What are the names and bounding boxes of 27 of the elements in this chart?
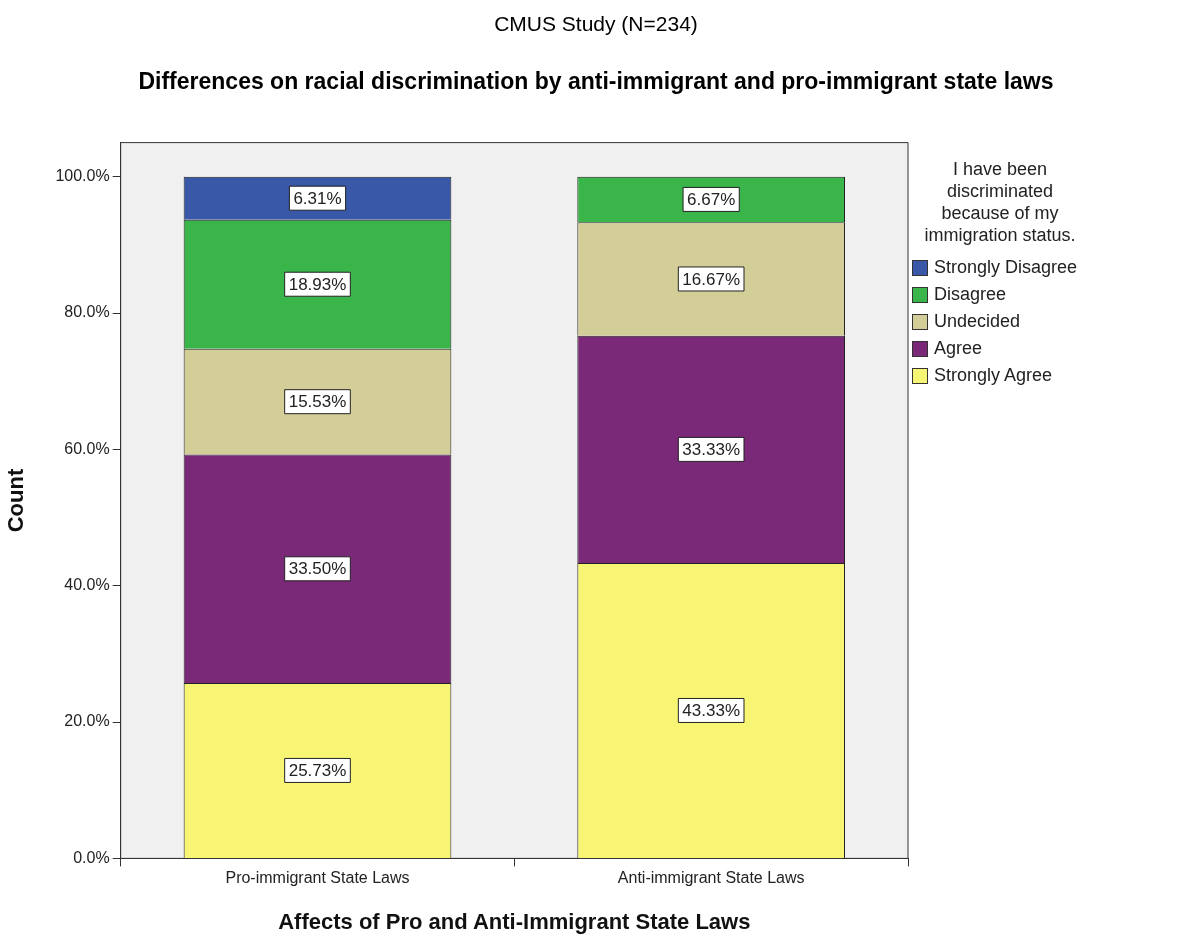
y-tick-label: 20.0% bbox=[64, 712, 110, 730]
y-tick-label: 0.0% bbox=[73, 848, 110, 866]
legend-label: Strongly Agree bbox=[934, 365, 1053, 386]
legend-label: Disagree bbox=[934, 284, 1007, 305]
legend-label: Strongly Disagree bbox=[934, 257, 1078, 278]
data-label: 6.31% bbox=[293, 188, 342, 208]
legend-title: I have been discriminated because of my immigration status. bbox=[923, 158, 1077, 246]
data-label: 43.33% bbox=[682, 701, 740, 721]
y-tick-label: 40.0% bbox=[64, 576, 110, 594]
data-label: 18.93% bbox=[288, 274, 347, 294]
x-tick-label: Pro-immigrant State Laws bbox=[225, 869, 410, 887]
y-axis-title: Count bbox=[3, 468, 29, 533]
chart-subtitle: Differences on racial discrimination by anti-immigrant and pro-immigrant state laws bbox=[137, 68, 1055, 95]
x-axis-title: Affects of Pro and Anti-Immigrant State Laws bbox=[278, 908, 751, 934]
data-label: 33.33% bbox=[682, 440, 740, 460]
y-tick-label: 80.0% bbox=[64, 303, 110, 321]
data-label: 16.67% bbox=[682, 269, 740, 289]
y-tick-label: 100.0% bbox=[55, 167, 110, 185]
legend-label: Undecided bbox=[934, 311, 1021, 332]
data-label: 15.53% bbox=[288, 392, 347, 412]
legend-label: Agree bbox=[934, 338, 983, 359]
y-tick-label: 60.0% bbox=[64, 439, 110, 457]
chart-title: CMUS Study (N=234) bbox=[493, 12, 699, 36]
data-label: 25.73% bbox=[288, 761, 347, 781]
x-tick-label: Anti-immigrant State Laws bbox=[617, 869, 805, 887]
data-label: 33.50% bbox=[288, 559, 347, 579]
data-label: 6.67% bbox=[687, 190, 736, 210]
